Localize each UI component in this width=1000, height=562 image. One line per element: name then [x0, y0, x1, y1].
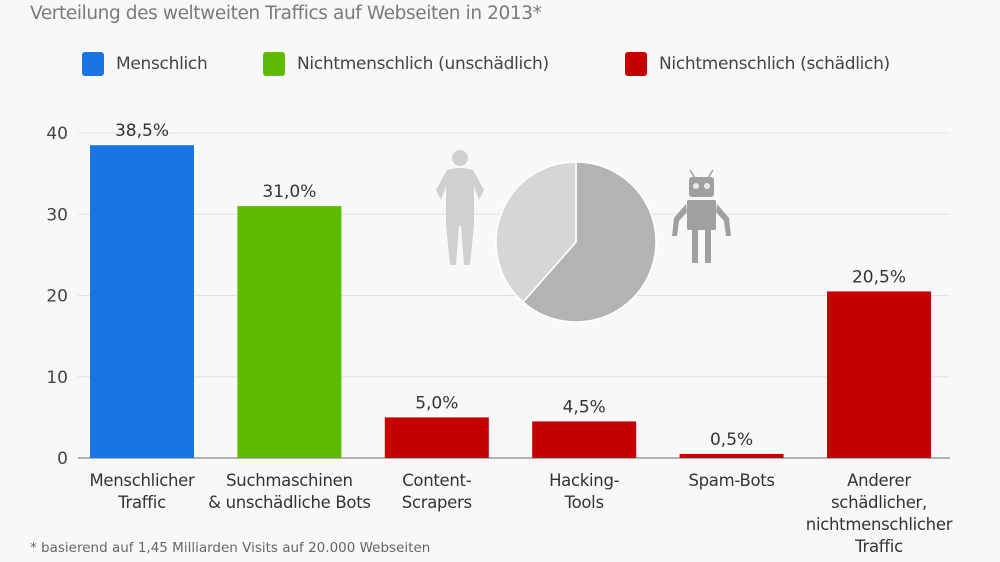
bar [90, 145, 194, 458]
chart-subtitle: Verteilung des weltweiten Traffics auf W… [30, 3, 542, 24]
x-tick-label: Traffic [117, 493, 166, 512]
inset-pie [436, 150, 731, 323]
y-tick-label: 30 [46, 205, 68, 225]
legend-label: Nichtmenschlich (schädlich) [659, 54, 890, 74]
legend-label: Nichtmenschlich (unschädlich) [297, 54, 549, 74]
data-label: 31,0% [262, 182, 316, 202]
bar [827, 291, 931, 458]
y-tick-label: 0 [57, 449, 68, 469]
bar [679, 453, 784, 458]
legend-swatch [263, 52, 285, 76]
legend-swatch [625, 52, 647, 76]
bar [237, 206, 342, 458]
x-tick-label: & unschädliche Bots [208, 493, 371, 512]
y-tick-label: 20 [46, 287, 68, 307]
legend-item-malicious-bot: Nichtmenschlich (schädlich) [625, 52, 890, 76]
legend-item-benign-bot: Nichtmenschlich (unschädlich) [263, 52, 549, 76]
legend-label: Menschlich [116, 54, 208, 74]
x-tick-label: Spam-Bots [688, 471, 774, 490]
x-tick-label: Menschlicher [89, 471, 195, 490]
data-label: 4,5% [563, 397, 606, 417]
legend-item-human: Menschlich [82, 52, 208, 76]
pie-slice [522, 161, 657, 323]
x-tick-label: schädlicher, [831, 493, 927, 512]
x-tick-label: Scrapers [402, 493, 472, 512]
x-tick-label: Suchmaschinen [226, 471, 353, 490]
legend-swatch [82, 52, 104, 76]
x-tick-label: nichtmenschlicher [806, 515, 953, 534]
x-tick-label: Content- [402, 471, 472, 490]
x-tick-label: Anderer [847, 471, 911, 490]
footnote: * basierend auf 1,45 Milliarden Visits a… [30, 540, 431, 556]
data-label: 38,5% [115, 121, 169, 141]
x-tick-label: Hacking- [549, 471, 620, 490]
bar [384, 417, 489, 458]
data-label: 5,0% [415, 393, 458, 413]
robot-icon [672, 169, 731, 263]
person-icon [436, 150, 484, 265]
pie-slice [495, 161, 577, 304]
y-tick-label: 10 [46, 368, 68, 388]
x-tick-label: Tools [564, 493, 604, 512]
bar [532, 421, 637, 458]
data-label: 0,5% [710, 430, 753, 450]
y-tick-label: 40 [46, 124, 68, 144]
x-tick-label: Traffic [854, 537, 903, 556]
data-label: 20,5% [852, 267, 906, 287]
